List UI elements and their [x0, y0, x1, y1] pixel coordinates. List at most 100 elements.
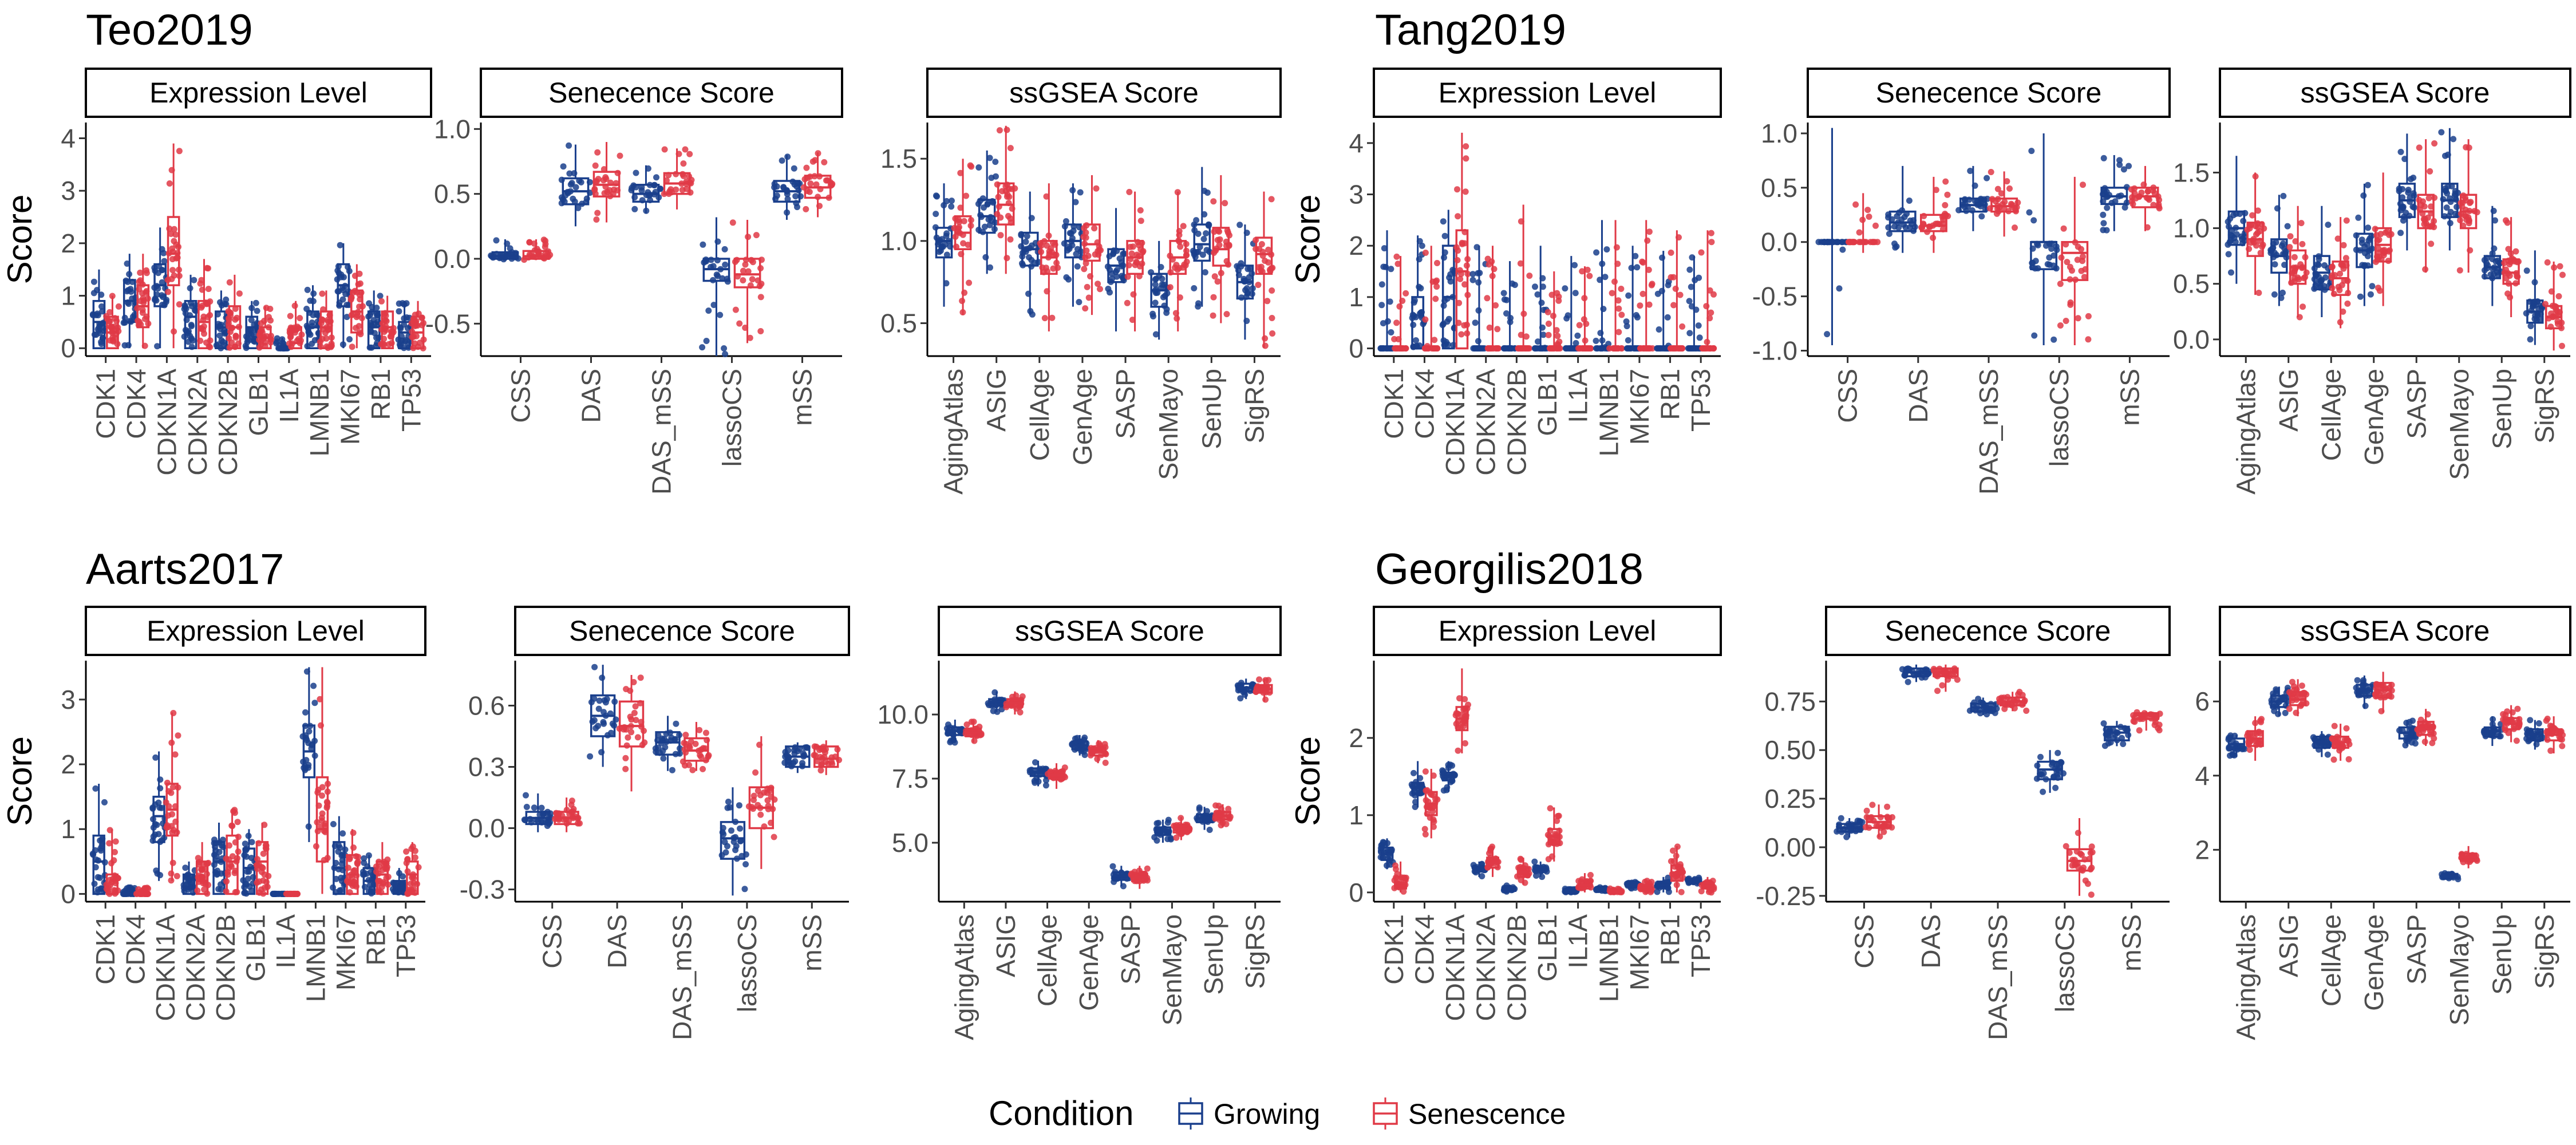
data-point [2050, 336, 2057, 343]
x-tick-label: mSS [797, 914, 827, 972]
data-point [2298, 220, 2305, 227]
data-point [216, 848, 223, 855]
box-senescence [1637, 220, 1656, 352]
data-point [338, 887, 345, 894]
strip-label: Expression Level [1439, 77, 1657, 109]
data-point [234, 819, 241, 826]
data-point [1696, 334, 1703, 341]
y-tick-label: 1.0 [1761, 119, 1797, 148]
x-tick-label: CDKN2B [211, 914, 240, 1021]
data-point [155, 799, 162, 806]
box-senescence [1515, 204, 1533, 352]
x-tick-label: CDKN2B [1502, 369, 1531, 476]
data-point [1432, 295, 1439, 302]
data-point [106, 309, 113, 315]
data-point [682, 732, 689, 739]
data-point [2046, 254, 2053, 261]
data-point [1462, 188, 1469, 195]
box-senescence [1003, 691, 1026, 716]
data-point [1664, 314, 1671, 321]
data-point [223, 296, 230, 303]
dataset-title: Georgilis2018 [1375, 545, 1643, 594]
data-point [680, 160, 687, 167]
box-growing [1061, 183, 1085, 307]
data-point [680, 172, 687, 179]
data-point [2376, 287, 2383, 294]
data-point [2364, 181, 2371, 188]
box-growing [299, 667, 318, 842]
data-point [1571, 262, 1578, 269]
data-point [2487, 271, 2494, 278]
data-point [1872, 222, 1879, 229]
y-tick-label: 10.0 [877, 700, 929, 729]
data-point [274, 335, 280, 342]
box-senescence [1986, 169, 2021, 237]
y-tick-label: 0.5 [434, 179, 471, 209]
data-point [311, 700, 318, 706]
data-point [161, 302, 168, 309]
data-point [2360, 192, 2367, 199]
y-tick-label: 0.5 [880, 309, 917, 338]
data-point [1196, 804, 1203, 811]
strip-label: Expression Level [147, 615, 365, 647]
data-point [195, 855, 202, 862]
data-point [2254, 230, 2261, 236]
data-point [1085, 252, 1092, 259]
data-point [1393, 319, 1400, 326]
data-point [622, 765, 629, 772]
data-point [2527, 336, 2534, 343]
data-point [1256, 676, 1263, 683]
box-senescence [2416, 139, 2438, 273]
data-point [1839, 246, 1846, 253]
box-growing [1408, 761, 1426, 810]
x-tick-label: IL1A [274, 369, 304, 423]
box-senescence [1212, 802, 1234, 828]
data-point [1144, 865, 1151, 872]
y-tick-label: 1.5 [880, 144, 917, 173]
x-tick-label: CDKN2A [183, 369, 212, 476]
data-point [1532, 283, 1538, 290]
data-point [988, 175, 995, 181]
data-point [229, 853, 236, 860]
data-point [216, 332, 223, 339]
data-point [1076, 299, 1082, 306]
box-rect [306, 310, 319, 349]
data-point [1545, 321, 1552, 327]
data-point [966, 279, 973, 286]
dataset-georgilis2018: Georgilis2018 Expression Level 0 1 2 Score CDK… [1289, 545, 2571, 1040]
data-point [1511, 282, 1518, 289]
data-point [943, 230, 950, 237]
box-senescence [1453, 132, 1471, 350]
data-point [173, 872, 180, 879]
data-point [2523, 267, 2530, 274]
data-point [157, 785, 164, 792]
data-point [96, 323, 102, 330]
box-senescence [679, 722, 712, 773]
data-point [1670, 274, 1677, 281]
x-tick-label: DAS_mSS [647, 369, 677, 495]
y-tick-label: 2 [1349, 231, 1364, 260]
data-point [1460, 723, 1467, 730]
data-point [372, 320, 378, 327]
data-point [244, 339, 251, 345]
data-point [91, 881, 98, 887]
data-point [106, 318, 113, 325]
y-tick-label: 0.5 [2173, 269, 2210, 299]
data-point [628, 729, 635, 736]
data-point [380, 880, 387, 887]
data-point [996, 127, 1003, 134]
data-point [823, 177, 829, 184]
data-point [1611, 278, 1618, 285]
data-point [523, 804, 530, 810]
data-point [1212, 802, 1219, 809]
data-point [949, 198, 955, 204]
data-point [1393, 253, 1400, 260]
x-tick-label: LMNB1 [1594, 369, 1623, 456]
data-point [319, 810, 326, 817]
data-point [2382, 229, 2389, 236]
data-point [1421, 826, 1428, 832]
data-point [737, 825, 744, 832]
data-point [2400, 217, 2407, 224]
data-point [1978, 213, 1985, 220]
x-tick-label: CDKN2B [213, 369, 243, 476]
